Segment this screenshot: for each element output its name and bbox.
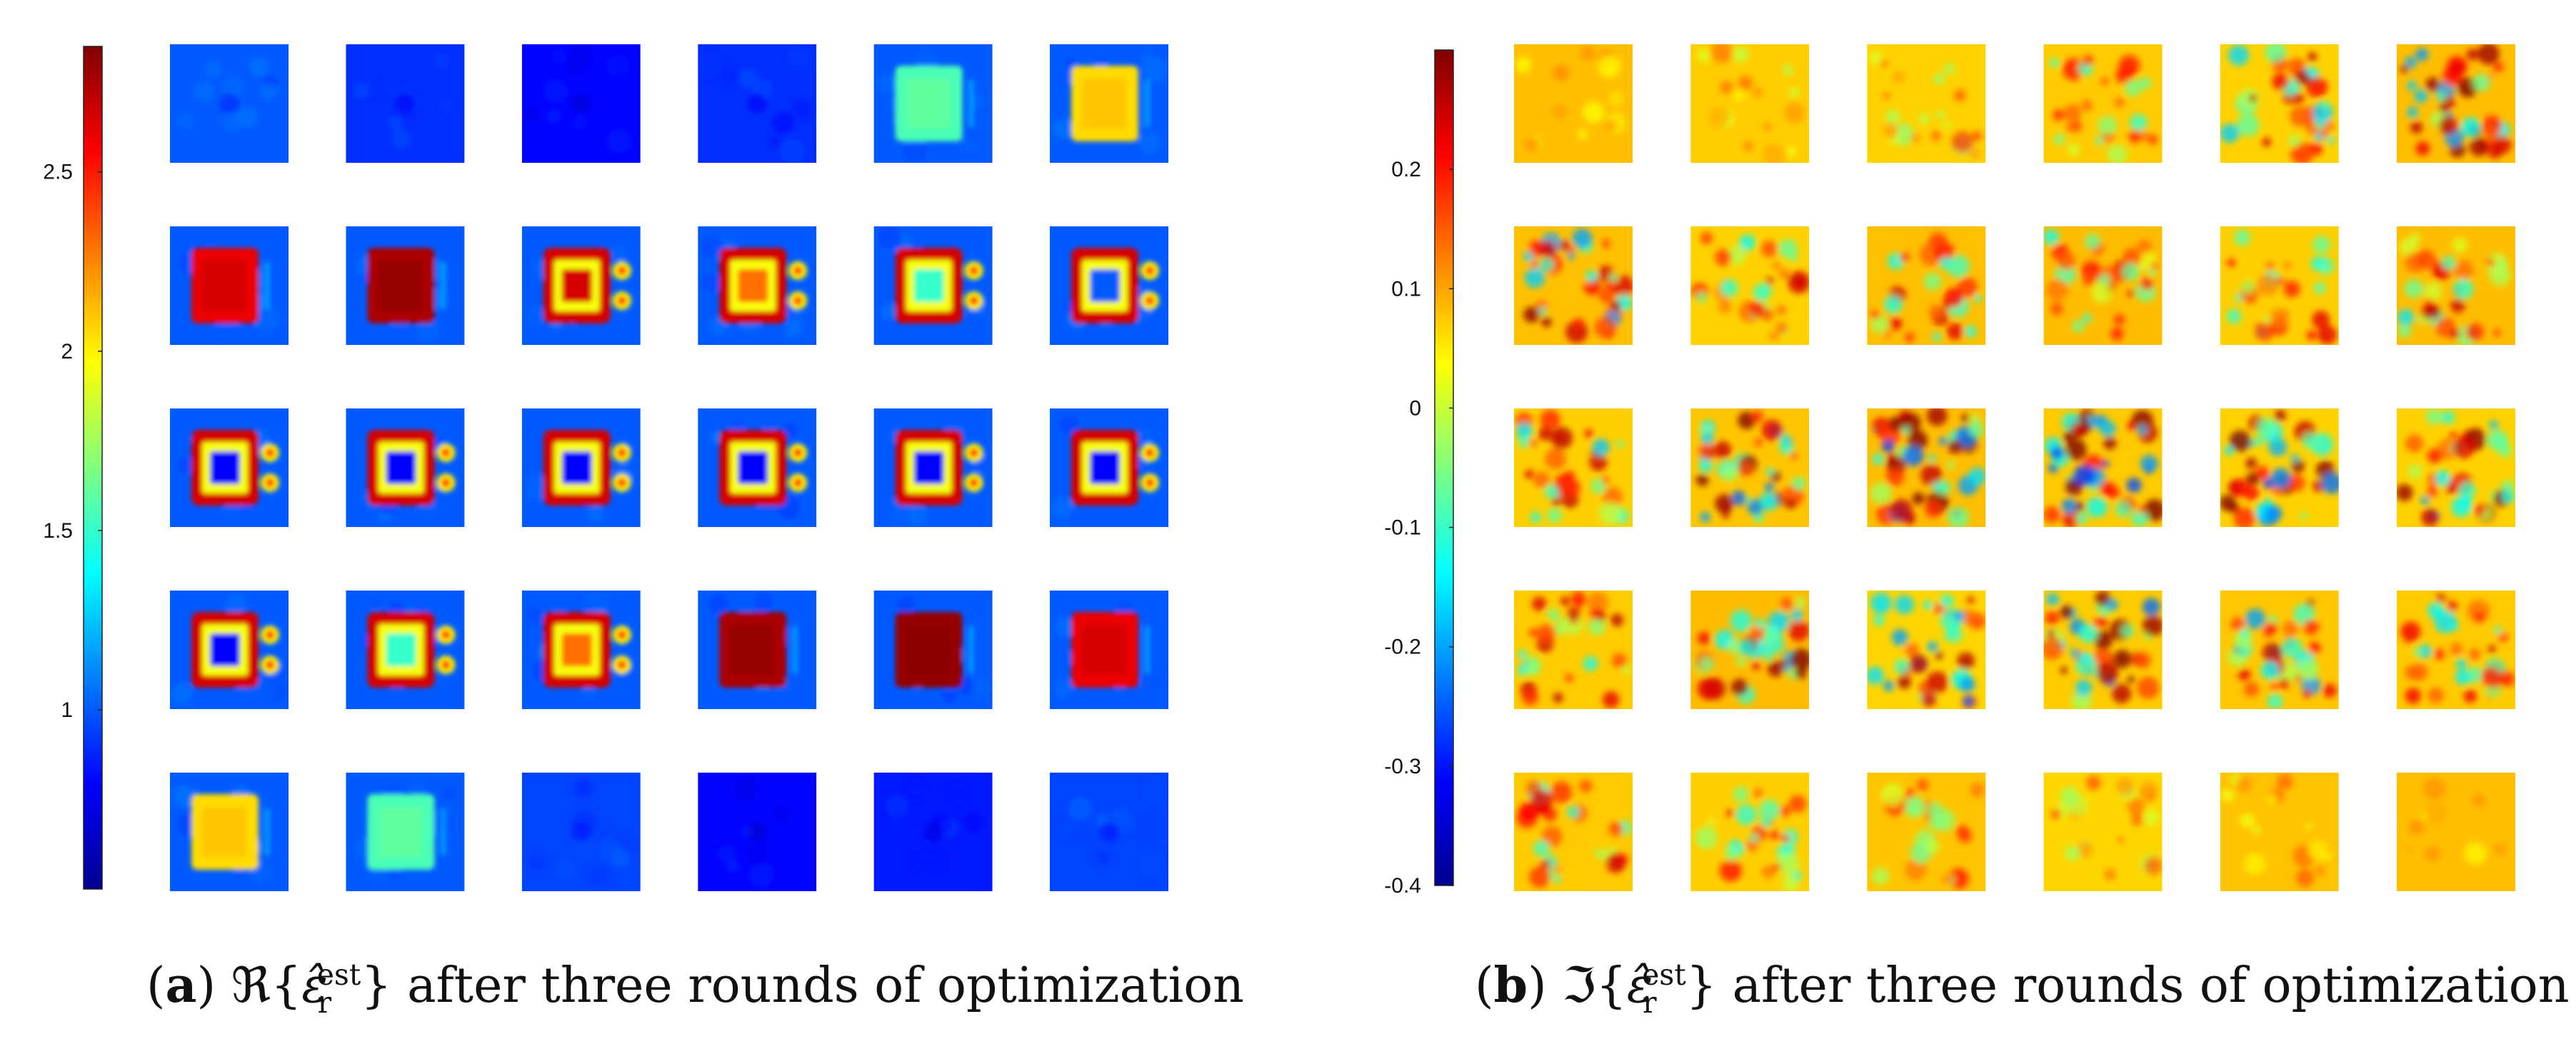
tile-a — [1050, 44, 1168, 163]
tile-b — [1514, 773, 1633, 891]
caption-a-symbol: ε̂ — [301, 958, 328, 1014]
caption-b-sub: r — [1643, 985, 1657, 1020]
tile-b — [2220, 408, 2339, 527]
colorbar-a-tick-label: 2 — [61, 340, 73, 363]
tile-b — [2220, 44, 2339, 163]
colorbar-b — [1434, 49, 1454, 886]
caption-a-prefix: ℜ{ — [231, 958, 302, 1014]
caption-b: (b) ℑ{ε̂rest} after three rounds of opti… — [1475, 957, 2570, 1020]
tile-a — [873, 44, 993, 163]
colorbar-b-tick-label: -0.1 — [1384, 516, 1421, 540]
tile-b — [1690, 773, 1810, 891]
tile-a — [698, 408, 817, 527]
colorbar-b-tick-label: 0.2 — [1391, 158, 1421, 181]
caption-b-prefix: ℑ{ — [1562, 958, 1627, 1014]
tile-a — [346, 226, 465, 345]
tile-a — [521, 773, 641, 891]
colorbar-a-tick-label: 1.5 — [43, 519, 73, 543]
caption-b-suffix: } after three rounds of optimization — [1685, 958, 2570, 1014]
tile-b — [2220, 773, 2339, 891]
caption-a: (a) ℜ{ε̂rest} after three rounds of opti… — [146, 957, 1244, 1020]
tile-b — [1514, 591, 1633, 709]
tile-a — [170, 408, 289, 527]
tile-a — [698, 773, 817, 891]
tile-a — [521, 44, 641, 163]
tile-b — [1514, 408, 1633, 527]
tile-b — [1867, 226, 1986, 345]
tile-b — [2043, 226, 2162, 345]
tile-b — [1514, 226, 1633, 345]
tile-grid-b — [1514, 44, 2515, 891]
colorbar-b-tick-label: -0.2 — [1384, 636, 1421, 659]
tile-b — [2397, 226, 2515, 345]
tile-a — [873, 408, 993, 527]
tile-b — [2043, 44, 2162, 163]
tile-a — [170, 773, 289, 891]
tile-a — [346, 773, 465, 891]
tile-b — [2397, 44, 2515, 163]
tile-a — [1050, 773, 1168, 891]
tile-a — [170, 226, 289, 345]
tile-a — [698, 44, 817, 163]
colorbar-a-tick-label: 1 — [61, 698, 73, 722]
tile-a — [698, 591, 817, 709]
tile-a — [521, 226, 641, 345]
colorbar-b-tick-label: -0.3 — [1384, 755, 1421, 778]
tile-a — [1050, 408, 1168, 527]
tile-b — [1690, 591, 1810, 709]
tile-a — [873, 591, 993, 709]
tile-a — [1050, 591, 1168, 709]
colorbar-a — [83, 46, 103, 890]
tile-a — [346, 44, 465, 163]
caption-a-label: a — [165, 957, 197, 1014]
tile-b — [2043, 591, 2162, 709]
caption-b-label: b — [1493, 957, 1528, 1014]
tile-b — [1867, 408, 1986, 527]
caption-a-suffix: } after three rounds of optimization — [361, 958, 1244, 1014]
tile-b — [2397, 591, 2515, 709]
tile-a — [873, 226, 993, 345]
tile-a — [346, 591, 465, 709]
caption-a-sup: est — [316, 958, 361, 993]
colorbar-b-tick-label: -0.4 — [1384, 874, 1421, 898]
tile-b — [1690, 408, 1810, 527]
tile-a — [346, 408, 465, 527]
colorbar-b-ticks: 0.2 0.1 0 -0.1 -0.2 -0.3 -0.4 — [1384, 158, 1453, 898]
tile-a — [1050, 226, 1168, 345]
panel-a-real-part: 2.5 2 1.5 1 — [43, 44, 1168, 891]
tile-b — [1514, 44, 1633, 163]
tile-b — [2397, 773, 2515, 891]
colorbar-b-tick-label: 0.1 — [1391, 277, 1421, 301]
colorbar-a-ticks: 2.5 2 1.5 1 — [43, 161, 102, 722]
tile-b — [1867, 591, 1986, 709]
caption-a-sub: r — [317, 985, 332, 1020]
tile-b — [2220, 591, 2339, 709]
colorbar-a-tick-label: 2.5 — [43, 161, 73, 184]
tile-b — [2043, 408, 2162, 527]
colorbar-b-tick-label: 0 — [1409, 396, 1421, 420]
tile-b — [2043, 773, 2162, 891]
tile-b — [2397, 408, 2515, 527]
tile-b — [1867, 773, 1986, 891]
tile-a — [521, 408, 641, 527]
tile-b — [1867, 44, 1986, 163]
tile-a — [521, 591, 641, 709]
tile-b — [1690, 226, 1810, 345]
caption-b-sup: est — [1642, 958, 1686, 993]
tile-a — [698, 226, 817, 345]
tile-a — [873, 773, 993, 891]
tile-grid-a — [170, 44, 1168, 891]
caption-b-symbol: ε̂ — [1626, 958, 1653, 1014]
panel-b-imaginary-part: 0.2 0.1 0 -0.1 -0.2 -0.3 -0.4 — [1384, 44, 2515, 898]
tile-b — [2220, 226, 2339, 345]
tile-a — [170, 591, 289, 709]
tile-b — [1690, 44, 1810, 163]
tile-a — [170, 44, 289, 163]
